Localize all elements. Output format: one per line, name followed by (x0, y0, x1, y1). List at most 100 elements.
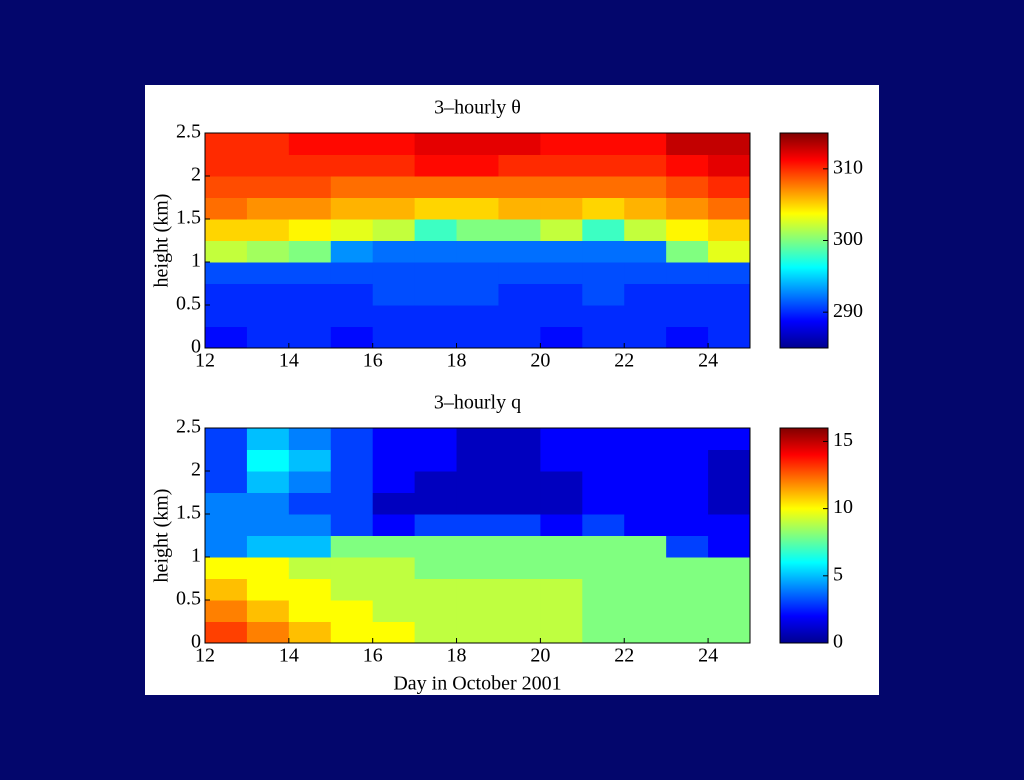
heat-cell (708, 557, 751, 579)
heat-cell (540, 176, 583, 198)
heat-cell (540, 492, 583, 515)
heat-cell (456, 262, 499, 284)
heat-cell (372, 197, 416, 220)
heat-cell (288, 600, 332, 622)
heat-cell (330, 240, 374, 263)
heat-cell (372, 557, 416, 579)
heat-cell (246, 176, 290, 198)
heat-cell (414, 514, 458, 536)
heat-cell (288, 197, 332, 220)
heat-cell (246, 471, 290, 493)
heat-cell (372, 240, 416, 263)
heat-cell (330, 283, 374, 306)
heat-cell (708, 176, 751, 198)
x-tick-label: 16 (363, 645, 383, 667)
heat-cell (330, 557, 374, 579)
x-tick-label: 24 (698, 350, 718, 372)
heat-cell (708, 326, 751, 349)
heat-cell (330, 326, 374, 349)
heat-cell (498, 428, 541, 450)
heat-cell (498, 197, 541, 220)
heat-cell (456, 176, 499, 198)
colorbar (779, 427, 829, 644)
heat-cell (624, 154, 667, 177)
heat-cell (456, 305, 499, 327)
x-tick-label: 14 (279, 645, 299, 667)
heat-cell (582, 578, 625, 601)
x-tick-label: 16 (363, 350, 383, 372)
heat-cell (372, 176, 416, 198)
x-tick-label: 18 (447, 350, 467, 372)
heat-cell (205, 471, 248, 493)
heat-cell (246, 240, 290, 263)
heat-cell (246, 449, 290, 472)
heat-cell (624, 326, 667, 349)
heat-cell (414, 471, 458, 493)
heat-cell (624, 449, 667, 472)
heat-cell (666, 133, 709, 155)
heat-cell (456, 283, 499, 306)
heat-cell (330, 514, 374, 536)
heat-cell (288, 154, 332, 177)
x-tick-label: 14 (279, 350, 299, 372)
heat-cell (205, 428, 248, 450)
heat-cell (498, 621, 541, 644)
colorbar-tick-label: 300 (833, 228, 863, 250)
heat-cell (666, 219, 709, 241)
heat-cell (708, 449, 751, 472)
heat-cell (372, 492, 416, 515)
heat-cell (205, 154, 248, 177)
x-tick-label: 22 (614, 350, 634, 372)
heat-cell (708, 197, 751, 220)
heat-cell (666, 535, 709, 558)
heat-cell (708, 219, 751, 241)
heat-cell (624, 262, 667, 284)
heat-cell (246, 197, 290, 220)
heat-cell (456, 578, 499, 601)
heat-cell (246, 578, 290, 601)
heat-cell (582, 621, 625, 644)
heat-cell (456, 240, 499, 263)
heat-cell (330, 535, 374, 558)
x-tick-label: 12 (195, 645, 215, 667)
heat-cell (414, 176, 458, 198)
colorbar-tick-label: 290 (833, 300, 863, 322)
heat-cell (246, 535, 290, 558)
heat-cell (246, 326, 290, 349)
heat-cell (372, 154, 416, 177)
heat-cell (666, 492, 709, 515)
heat-cell (498, 154, 541, 177)
heat-cell (582, 197, 625, 220)
heat-cell (330, 305, 374, 327)
heat-cell (372, 428, 416, 450)
heat-cell (540, 535, 583, 558)
heat-cell (414, 449, 458, 472)
colorbar-tick-label: 15 (833, 429, 853, 451)
colorbar-tick-label: 10 (833, 496, 853, 518)
colorbar-tick-label: 0 (833, 631, 843, 653)
heat-cell (414, 326, 458, 349)
heat-cell (498, 305, 541, 327)
y-tick-label: 1.5 (176, 502, 201, 524)
heat-cell (666, 621, 709, 644)
heat-cell (708, 621, 751, 644)
heat-cell (498, 133, 541, 155)
heat-cell (414, 492, 458, 515)
heat-cell (582, 326, 625, 349)
heat-cell (246, 133, 290, 155)
heat-cell (540, 449, 583, 472)
heat-cell (708, 492, 751, 515)
heat-cell (540, 621, 583, 644)
x-tick-label: 20 (530, 645, 550, 667)
heat-cell (456, 154, 499, 177)
heat-cell (246, 262, 290, 284)
heat-cell (498, 514, 541, 536)
heat-cell (372, 535, 416, 558)
heat-cell (330, 578, 374, 601)
heat-cell (414, 219, 458, 241)
heat-cell (414, 535, 458, 558)
heat-cell (246, 557, 290, 579)
heat-cell (540, 154, 583, 177)
heat-cell (205, 600, 248, 622)
